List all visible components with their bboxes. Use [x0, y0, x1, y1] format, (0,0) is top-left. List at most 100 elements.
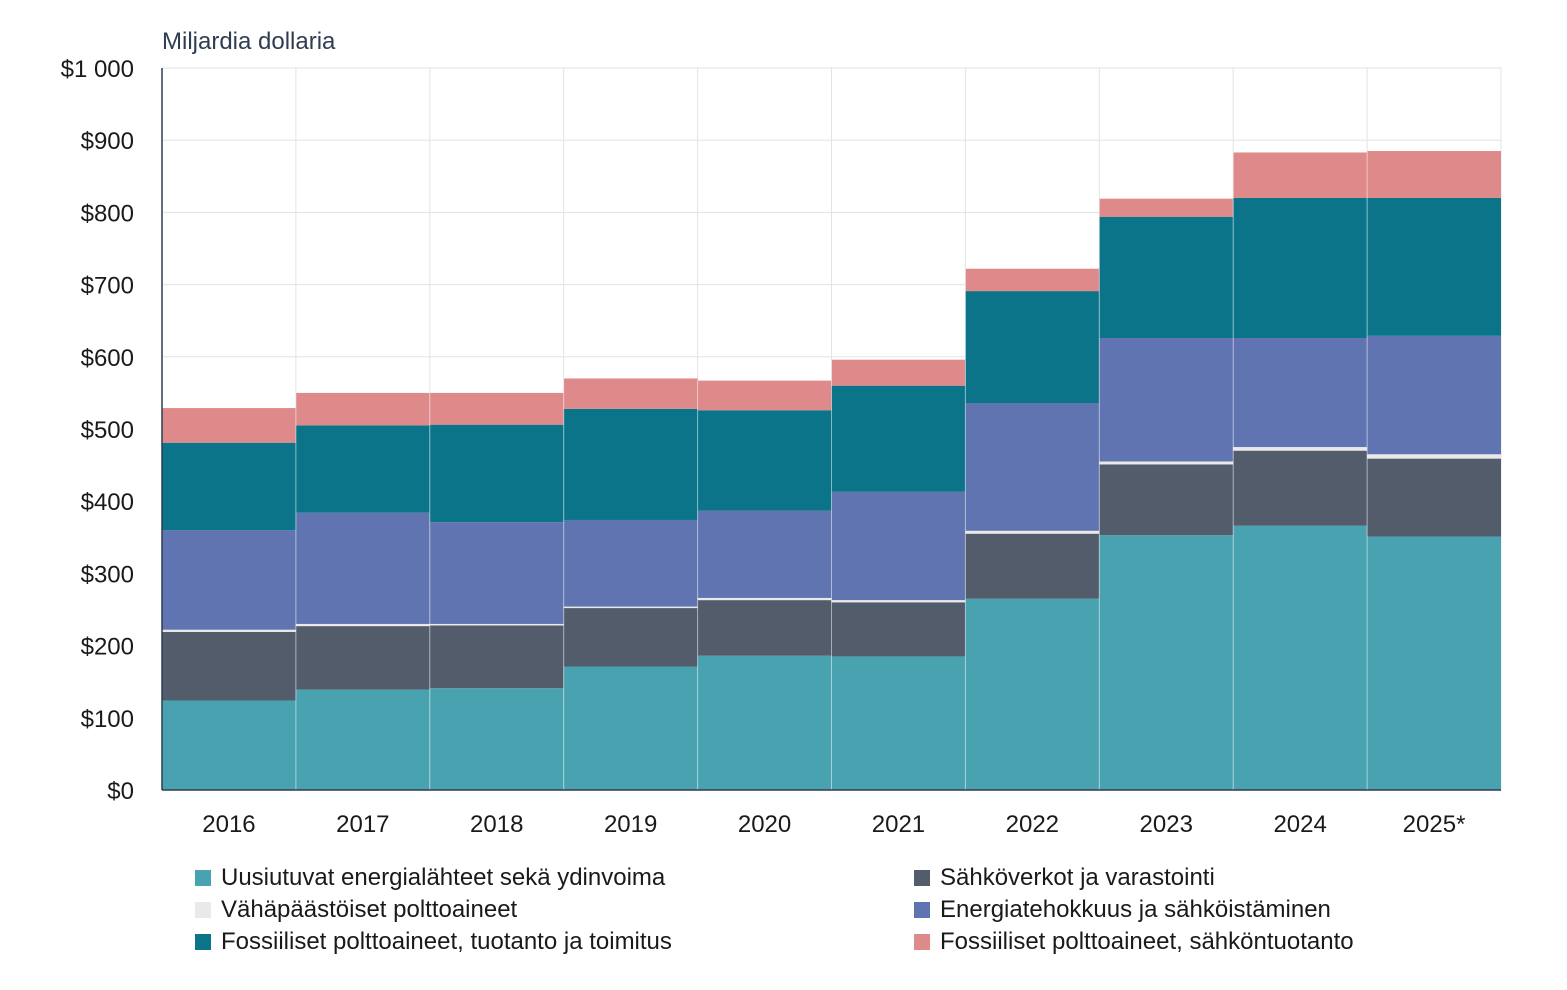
legend-swatch [914, 870, 930, 886]
x-tick-label: 2024 [1273, 811, 1326, 838]
y-tick-label: $200 [81, 634, 134, 661]
bar-segment [563, 608, 698, 667]
y-axis-unit-label: Miljardia dollaria [162, 28, 336, 55]
bar-segment [965, 268, 1100, 292]
legend-swatch [914, 902, 930, 918]
bar-segment [697, 597, 832, 601]
y-tick-labels: $0 $100 $200 $300 $400 $500 $600 $700 $800 $900 $1… [61, 56, 134, 805]
legend-swatch [195, 870, 211, 886]
legend-label: Fossiiliset polttoaineet, tuotanto ja to… [221, 928, 672, 955]
bar-segment [697, 410, 832, 511]
bar-segment [1367, 197, 1501, 336]
bar-segment [965, 598, 1100, 790]
bar-segment [563, 519, 698, 607]
x-tick-label: 2016 [202, 811, 255, 838]
bar-segment [295, 425, 430, 513]
bar-segment [162, 629, 296, 632]
bar-segment [1233, 525, 1368, 790]
legend-item: Sähköverkot ja varastointi [914, 864, 1215, 892]
bars [161, 151, 1501, 790]
bar-segment [831, 602, 966, 657]
y-tick-label: $0 [107, 778, 134, 805]
bar-segment [162, 442, 296, 531]
legend-label: Energiatehokkuus ja sähköistäminen [940, 896, 1331, 923]
bar-segment [429, 623, 564, 626]
x-tick-label: 2017 [336, 811, 389, 838]
bar-segment [1099, 535, 1234, 790]
bar-segment [1099, 198, 1234, 217]
x-tick-label: 2023 [1140, 811, 1193, 838]
legend-swatch [195, 934, 211, 950]
bar-segment [295, 392, 430, 426]
bar-segment [965, 291, 1100, 404]
y-tick-label: $900 [81, 128, 134, 155]
bar-segment [965, 533, 1100, 599]
y-tick-label: $1 000 [61, 56, 134, 83]
y-tick-label: $800 [81, 200, 134, 227]
legend-item: Vähäpäästöiset polttoaineet [195, 896, 517, 924]
bar-segment [1233, 197, 1368, 339]
bar-segment [831, 359, 966, 386]
bar-segment [295, 689, 430, 790]
x-tick-label: 2021 [872, 811, 925, 838]
bar-segment [429, 625, 564, 689]
bar-segment [697, 655, 832, 790]
legend-label: Fossiiliset polttoaineet, sähköntuotanto [940, 928, 1354, 955]
y-tick-label: $600 [81, 345, 134, 372]
bar-segment [1367, 335, 1501, 455]
bar-segment [162, 530, 296, 630]
legend-label: Sähköverkot ja varastointi [940, 864, 1215, 891]
bar-segment [697, 600, 832, 656]
bar-segment [1367, 458, 1501, 537]
bar-segment [295, 626, 430, 690]
bar-segment [295, 623, 430, 627]
bar-segment [831, 656, 966, 790]
x-tick-label: 2025* [1403, 811, 1466, 838]
bar-segment [429, 522, 564, 624]
legend-label: Uusiutuvat energialähteet sekä ydinvoima [221, 864, 666, 891]
x-tick-labels: 2016 2017 2018 2019 2020 2021 2022 2023 2024 2025… [202, 811, 1465, 838]
bar-segment [697, 380, 832, 411]
bar-segment [1233, 152, 1368, 198]
bar-segment [831, 491, 966, 601]
bar-segment [563, 408, 698, 520]
bar-segment [1367, 151, 1501, 198]
axes [161, 68, 1501, 791]
bar-segment [965, 403, 1100, 531]
bar-segment [429, 424, 564, 523]
legend-item: Fossiiliset polttoaineet, sähköntuotanto [914, 928, 1354, 956]
y-tick-label: $400 [81, 489, 134, 516]
bar-segment [162, 408, 296, 443]
y-tick-label: $700 [81, 273, 134, 300]
bar-segment [697, 510, 832, 598]
legend-swatch [195, 902, 211, 918]
bar-segment [162, 700, 296, 790]
bar-segment [429, 688, 564, 790]
legend-label: Vähäpäästöiset polttoaineet [221, 896, 518, 923]
bar-segment [563, 378, 698, 409]
bar-segment [1099, 216, 1234, 339]
bar-segment [429, 392, 564, 425]
bar-segment [162, 631, 296, 701]
x-tick-label: 2020 [738, 811, 791, 838]
bar-segment [295, 512, 430, 624]
bar-segment [563, 606, 698, 609]
bar-segment [831, 600, 966, 603]
bar-segment [1367, 454, 1501, 459]
bar-segment [1233, 450, 1368, 526]
legend-swatch [914, 934, 930, 950]
y-tick-label: $300 [81, 561, 134, 588]
legend-item: Uusiutuvat energialähteet sekä ydinvoima [195, 864, 665, 892]
bar-segment [1099, 464, 1234, 536]
bar-segment [1099, 461, 1234, 465]
bar-segment [1367, 536, 1501, 790]
bar-segment [563, 666, 698, 790]
bar-segment [965, 530, 1100, 534]
bar-segment [1099, 338, 1234, 462]
x-tick-label: 2018 [470, 811, 523, 838]
legend-item: Fossiiliset polttoaineet, tuotanto ja to… [195, 928, 672, 956]
bar-segment [1233, 338, 1368, 448]
y-tick-label: $100 [81, 706, 134, 733]
x-tick-label: 2019 [604, 811, 657, 838]
